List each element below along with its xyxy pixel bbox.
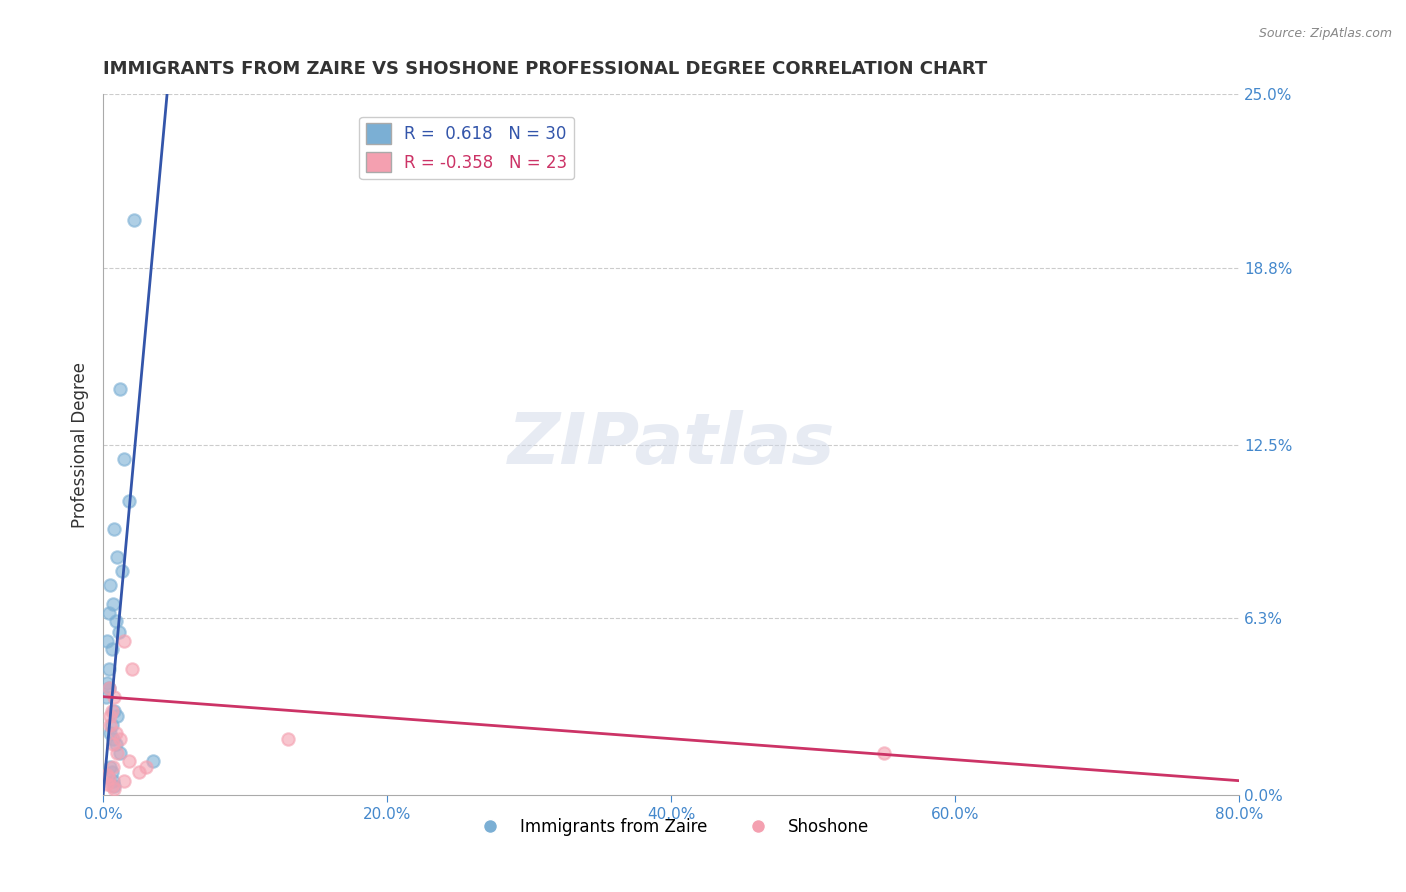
Point: [104, 737, 127, 751]
Point: [100, 704, 122, 718]
Point: [104, 614, 127, 628]
Point: [103, 780, 125, 794]
Point: [100, 642, 122, 657]
Point: [107, 625, 129, 640]
Y-axis label: Professional Degree: Professional Degree: [72, 361, 89, 527]
Point: [100, 717, 122, 731]
Point: [100, 765, 122, 780]
Point: [142, 754, 165, 768]
Point: [128, 765, 150, 780]
Point: [97, 681, 120, 696]
Point: [101, 737, 124, 751]
Point: [124, 213, 146, 227]
Point: [98, 577, 121, 591]
Point: [277, 731, 299, 746]
Point: [105, 746, 128, 760]
Point: [103, 704, 125, 718]
Point: [110, 564, 132, 578]
Point: [101, 597, 124, 611]
Point: [98, 717, 121, 731]
Point: [114, 633, 136, 648]
Point: [94, 690, 117, 704]
Point: [103, 690, 125, 704]
Point: [105, 549, 128, 564]
Point: [98, 760, 121, 774]
Point: [101, 760, 124, 774]
Point: [97, 681, 120, 696]
Point: [105, 709, 128, 723]
Point: [96, 776, 118, 790]
Point: [96, 633, 118, 648]
Point: [97, 606, 120, 620]
Point: [96, 675, 118, 690]
Point: [103, 782, 125, 797]
Point: [101, 731, 124, 746]
Point: [103, 522, 125, 536]
Point: [108, 746, 131, 760]
Text: ZIPatlas: ZIPatlas: [508, 410, 835, 479]
Point: [97, 771, 120, 785]
Point: [108, 382, 131, 396]
Point: [98, 726, 121, 740]
Point: [121, 662, 143, 676]
Point: [96, 768, 118, 782]
Legend: Immigrants from Zaire, Shoshone: Immigrants from Zaire, Shoshone: [467, 811, 876, 842]
Point: [100, 780, 122, 794]
Point: [873, 746, 896, 760]
Point: [98, 709, 121, 723]
Point: [101, 773, 124, 788]
Point: [114, 773, 136, 788]
Point: [118, 754, 141, 768]
Point: [118, 493, 141, 508]
Point: [108, 731, 131, 746]
Point: [135, 760, 157, 774]
Point: [104, 726, 127, 740]
Text: Source: ZipAtlas.com: Source: ZipAtlas.com: [1258, 27, 1392, 40]
Point: [114, 451, 136, 466]
Text: IMMIGRANTS FROM ZAIRE VS SHOSHONE PROFESSIONAL DEGREE CORRELATION CHART: IMMIGRANTS FROM ZAIRE VS SHOSHONE PROFES…: [103, 60, 987, 78]
Point: [97, 662, 120, 676]
